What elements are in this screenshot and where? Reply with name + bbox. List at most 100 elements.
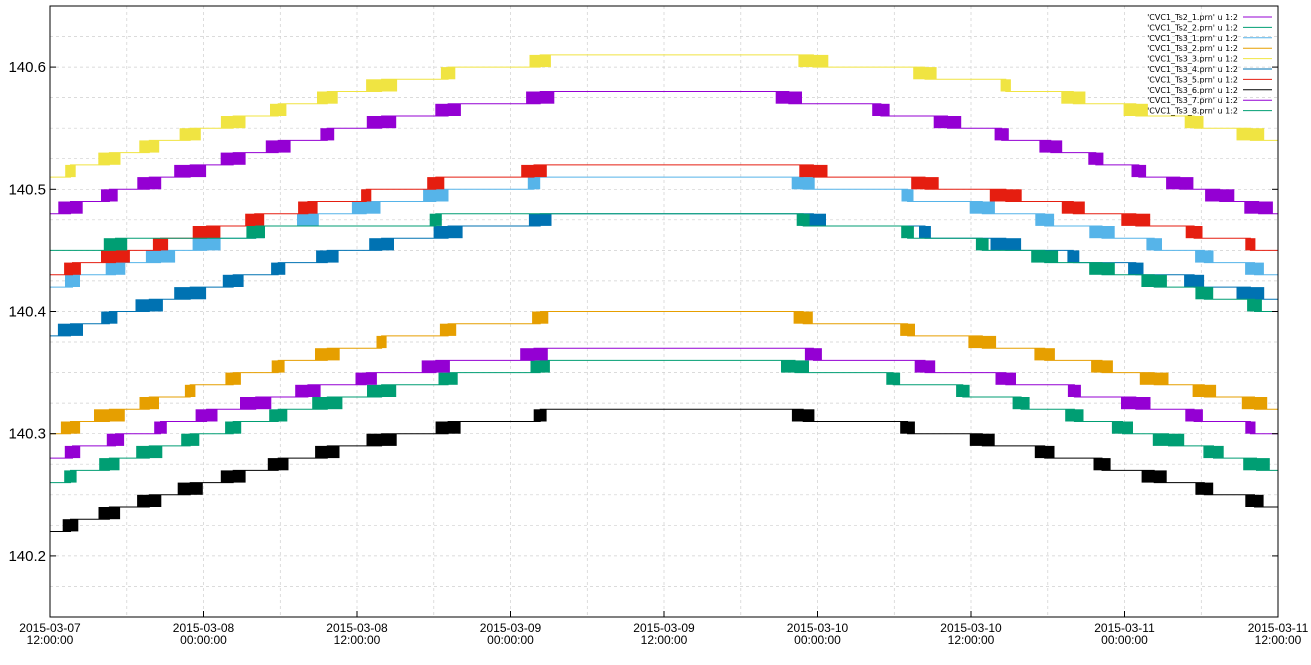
series-band	[101, 311, 118, 324]
x-tick-label-date: 2015-03-07	[19, 621, 81, 635]
series-band	[101, 250, 130, 263]
series-band	[532, 311, 549, 324]
series-band	[315, 445, 340, 459]
series-band	[1121, 397, 1151, 410]
series-band	[968, 335, 997, 349]
legend: 'CVC1_Ts2_1.prn' u 1:2'CVC1_Ts2_2.prn' u…	[1147, 13, 1272, 116]
series-band	[295, 384, 321, 397]
series-band	[317, 91, 338, 104]
series-band	[969, 433, 995, 446]
series-band	[106, 433, 125, 446]
series-band	[530, 360, 550, 373]
series-band	[900, 421, 915, 434]
series-band	[1067, 384, 1081, 397]
series-band	[154, 421, 167, 434]
series-band	[1195, 482, 1214, 495]
series-band	[192, 238, 221, 251]
series-band	[1184, 116, 1204, 129]
series-band	[440, 67, 456, 80]
series-band	[269, 409, 288, 422]
series-band	[245, 213, 265, 226]
series-band	[1192, 384, 1217, 397]
series-band	[98, 152, 121, 165]
x-tick-label-date: 2015-03-08	[173, 621, 235, 635]
series-band	[1245, 421, 1256, 434]
series-band	[781, 360, 809, 373]
series-band	[135, 299, 163, 312]
series-band	[775, 91, 802, 104]
series-band	[427, 177, 445, 190]
series-band	[1089, 262, 1115, 275]
series-band	[521, 164, 547, 178]
legend-label: 'CVC1_Ts3_3.prn' u 1:2	[1147, 55, 1238, 64]
series-band	[901, 226, 914, 239]
x-tick-label-date: 2015-03-10	[787, 621, 849, 635]
series-band	[312, 397, 343, 410]
series-band	[872, 103, 890, 116]
series-band	[1139, 372, 1169, 385]
series-layer	[50, 54, 1278, 532]
series-band	[65, 274, 80, 287]
series-band	[152, 238, 169, 251]
series-band	[900, 323, 915, 336]
series-band	[429, 213, 442, 226]
series-band	[99, 458, 120, 471]
x-axis: 2015-03-0712:00:002015-03-0800:00:002015…	[19, 611, 1309, 647]
series-5	[50, 54, 1278, 178]
series-band	[1245, 238, 1256, 251]
series-band	[366, 79, 398, 92]
series-band	[1111, 421, 1133, 434]
series-band	[1012, 397, 1030, 410]
series-band	[804, 348, 822, 361]
series-band	[1034, 445, 1055, 459]
series-band	[220, 470, 246, 483]
grid	[50, 6, 1278, 617]
series-band	[1184, 274, 1205, 287]
series-band	[1123, 103, 1148, 116]
series-band	[270, 103, 287, 116]
series-band	[184, 384, 196, 397]
series-band	[791, 409, 815, 422]
series-band	[914, 360, 936, 373]
x-tick-label-date: 2015-03-11	[1094, 621, 1155, 635]
series-band	[995, 372, 1016, 385]
series-band	[533, 409, 547, 422]
series-band	[919, 226, 931, 239]
series-band	[246, 226, 265, 239]
series-band	[225, 372, 241, 385]
series-band	[526, 91, 555, 104]
series-band	[361, 189, 372, 202]
series-band	[137, 494, 162, 507]
series-band	[62, 519, 79, 532]
series-line	[50, 408, 1278, 532]
series-band	[98, 507, 121, 520]
series-band	[137, 177, 162, 190]
series-band	[174, 164, 207, 178]
series-band	[791, 177, 815, 190]
series-band	[1244, 201, 1273, 214]
series-band	[297, 213, 319, 226]
series-band	[1185, 226, 1203, 239]
x-tick-label-time: 12:00:00	[27, 633, 74, 647]
series-band	[1236, 128, 1265, 141]
series-band	[1205, 189, 1235, 202]
series-band	[64, 262, 81, 275]
series-band	[1121, 213, 1151, 226]
series-band	[527, 177, 541, 190]
y-tick-label: 140.3	[8, 426, 46, 443]
series-band	[1061, 201, 1085, 214]
legend-label: 'CVC1_Ts3_1.prn' u 1:2	[1147, 34, 1238, 43]
series-band	[58, 201, 83, 214]
series-band	[435, 421, 461, 434]
series-4	[50, 311, 1278, 435]
series-band	[139, 397, 159, 410]
series-band	[913, 67, 937, 80]
series-band	[376, 335, 387, 349]
series-line	[50, 54, 1278, 178]
series-band	[1031, 250, 1059, 263]
series-band	[975, 238, 989, 251]
legend-label: 'CVC1_Ts3_7.prn' u 1:2	[1147, 96, 1238, 105]
series-band	[1039, 140, 1063, 153]
series-band	[105, 262, 126, 275]
series-band	[799, 164, 828, 178]
